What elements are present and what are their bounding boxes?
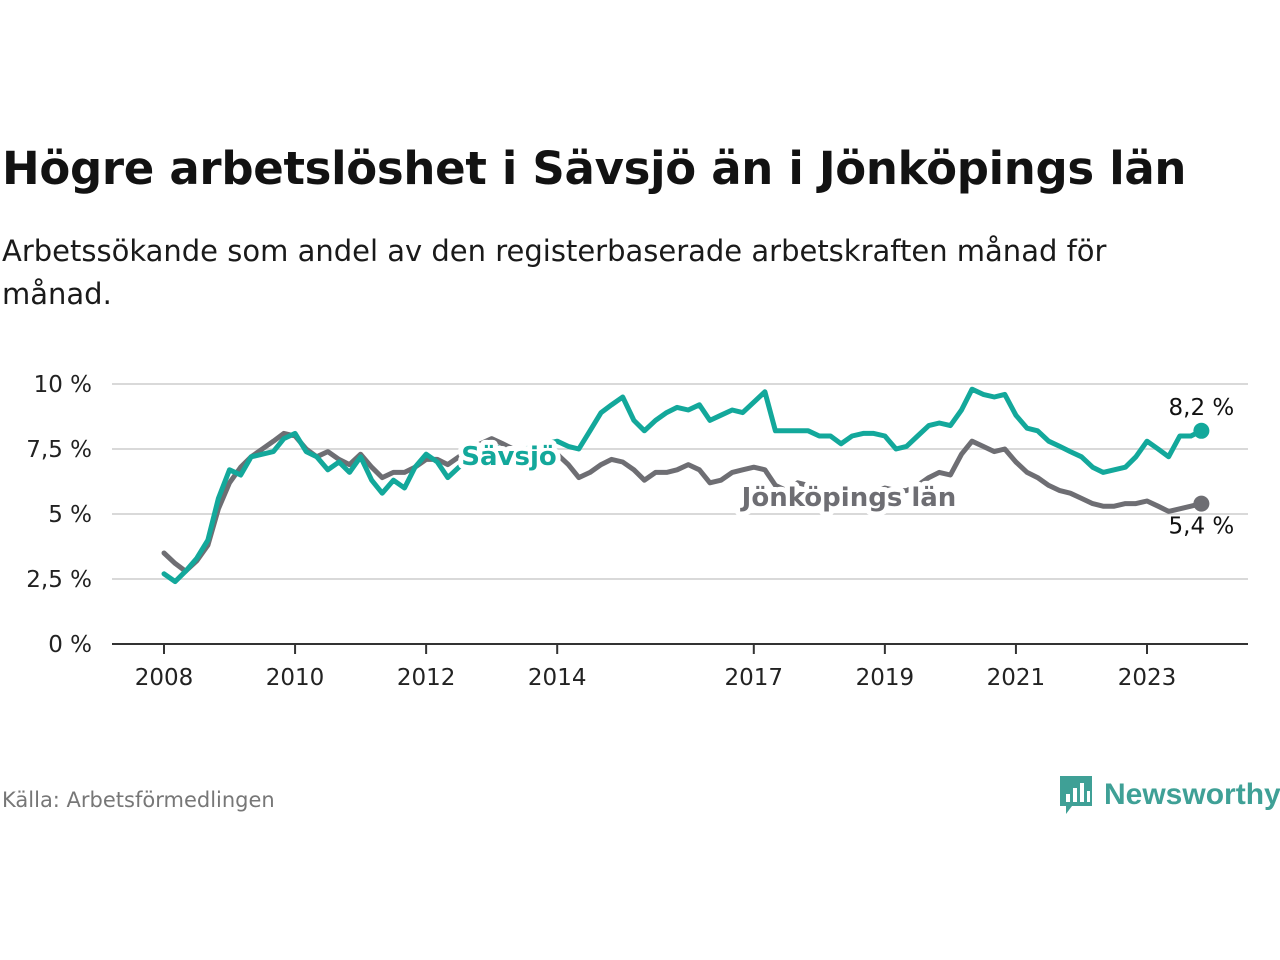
gridlines [112, 383, 1248, 580]
x-tick-label: 2017 [725, 665, 784, 691]
newsworthy-logo-icon [1060, 776, 1092, 814]
jonkoping-lan-end-dot [1193, 495, 1210, 512]
brand-name: Newsworthy [1104, 778, 1280, 811]
source-note: Källa: Arbetsförmedlingen [2, 788, 275, 812]
chart-title: Högre arbetslöshet i Sävsjö än i Jönköpi… [2, 142, 1187, 195]
x-tick-label: 2010 [266, 665, 325, 691]
y-tick-label: 0 % [48, 632, 92, 658]
jonkoping-lan-line [161, 430, 1204, 574]
savsjo-line [161, 386, 1204, 585]
savsjo-inline-label: Sävsjö [461, 442, 556, 472]
brand-logo: Newsworthy [1058, 774, 1280, 816]
y-tick-label: 2,5 % [26, 567, 92, 593]
y-tick-label: 10 % [34, 372, 92, 398]
x-axis-ticks: 2008 2010 2012 2014 2017 2019 2021 2023 [135, 644, 1177, 691]
savsjo-end-dot [1193, 422, 1210, 439]
y-tick-label: 5 % [48, 502, 92, 528]
x-tick-label: 2014 [528, 665, 587, 691]
x-tick-label: 2008 [135, 665, 194, 691]
line-chart: 0 % 2,5 % 5 % 7,5 % 10 % 2008 2010 2012 2014 201… [26, 372, 1248, 691]
savsjo-inline-label-halo: Sävsjö [461, 442, 556, 472]
x-tick-label: 2023 [1118, 665, 1177, 691]
jonkoping-lan-end-label: 5,4 % [1169, 514, 1235, 540]
x-tick-label: 2021 [987, 665, 1046, 691]
y-axis-tick-labels: 0 % 2,5 % 5 % 7,5 % 10 % [26, 372, 92, 658]
series-lines [161, 386, 1210, 585]
x-tick-label: 2012 [397, 665, 456, 691]
x-tick-label: 2019 [856, 665, 915, 691]
savsjo-end-label: 8,2 % [1169, 395, 1235, 421]
jonkoping-lan-inline-label-halo: Jönköpings län [740, 483, 957, 513]
y-tick-label: 7,5 % [26, 437, 92, 463]
chart-subtitle: Arbetssökande som andel av den registerb… [2, 234, 1107, 311]
jonkoping-lan-inline-label: Jönköpings län [740, 483, 957, 513]
